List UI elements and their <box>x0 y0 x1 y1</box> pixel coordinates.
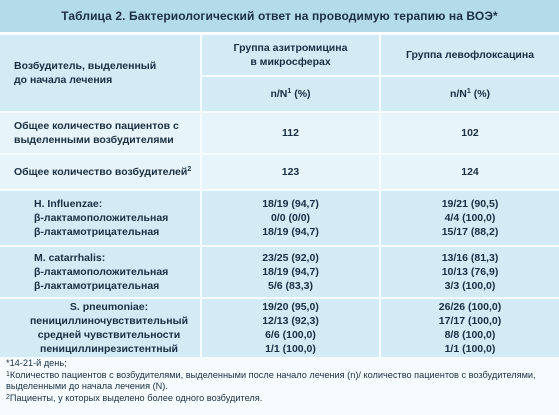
cell-azithro-total-pathogens: 123 <box>202 155 379 189</box>
row-label-total-pathogens: Общее количество возбудителей2 <box>0 155 200 189</box>
cell-azithro-s-pneumoniae: 19/20 (95,0) 12/13 (92,3) 6/6 (100,0) 1/… <box>202 299 379 357</box>
table-row: Общее количество возбудителей2 123 124 <box>0 155 559 189</box>
cell-levo-m-catarrhalis: 13/16 (81,3) 10/13 (76,9) 3/3 (100,0) <box>381 247 559 297</box>
cell-azithro-m-catarrhalis: 23/25 (92,0) 18/19 (94,7) 5/6 (83,3) <box>202 247 379 297</box>
cell-levo-s-pneumoniae: 26/26 (100,0) 17/17 (100,0) 8/8 (100,0) … <box>381 299 559 357</box>
table-title: Таблица 2. Бактериологический ответ на п… <box>0 0 559 35</box>
cell-levo-h-influenzae: 19/21 (90,5) 4/4 (100,0) 15/17 (88,2) <box>381 191 559 245</box>
header-pathogen: Возбудитель, выделенный до начала лечени… <box>0 35 200 111</box>
row-label-s-pneumoniae: S. pneumoniae: пенициллиночувствительный… <box>0 299 200 357</box>
row-label-total-patients: Общее количество пациентов с выделенными… <box>0 113 200 153</box>
footnote-3: 2Пациенты, у которых выделено более одно… <box>6 392 263 403</box>
table-row: H. Influenzae: β-лактамоположительная β-… <box>0 191 559 245</box>
footnote-2-cont: выделенными до начала лечения (N). <box>6 381 168 392</box>
header-levo: Группа левофлоксацина <box>381 35 559 75</box>
table-row: S. pneumoniae: пенициллиночувствительный… <box>0 299 559 357</box>
header-azithro-line1: Группа азитромицина <box>233 42 348 54</box>
header-pathogen-line2: до начала лечения <box>14 74 113 86</box>
row-label-h-influenzae: H. Influenzae: β-лактамоположительная β-… <box>0 191 200 245</box>
footnote-2: 1Количество пациентов с возбудителями, в… <box>6 369 536 380</box>
header-azithro-line2: в микросферах <box>250 56 331 68</box>
header-pathogen-line1: Возбудитель, выделенный <box>14 60 157 72</box>
header-azithro-unit: n/N1 (%) <box>202 77 379 111</box>
table-row: M. catarrhalis: β-лактамоположительная β… <box>0 247 559 297</box>
table-footnotes: *14-21-й день; 1Количество пациентов с в… <box>6 358 556 404</box>
cell-levo-total-patients: 102 <box>381 113 559 153</box>
table-row: Общее количество пациентов с выделенными… <box>0 113 559 153</box>
header-azithro: Группа азитромицина в микросферах <box>202 35 379 75</box>
footnote-1: *14-21-й день; <box>6 358 67 368</box>
table-header: Возбудитель, выделенный до начала лечени… <box>0 35 559 111</box>
row-label-m-catarrhalis: M. catarrhalis: β-лактамоположительная β… <box>0 247 200 297</box>
cell-azithro-total-patients: 112 <box>202 113 379 153</box>
cell-levo-total-pathogens: 124 <box>381 155 559 189</box>
cell-azithro-h-influenzae: 18/19 (94,7) 0/0 (0/0) 18/19 (94,7) <box>202 191 379 245</box>
header-levo-unit: n/N1 (%) <box>381 77 559 111</box>
